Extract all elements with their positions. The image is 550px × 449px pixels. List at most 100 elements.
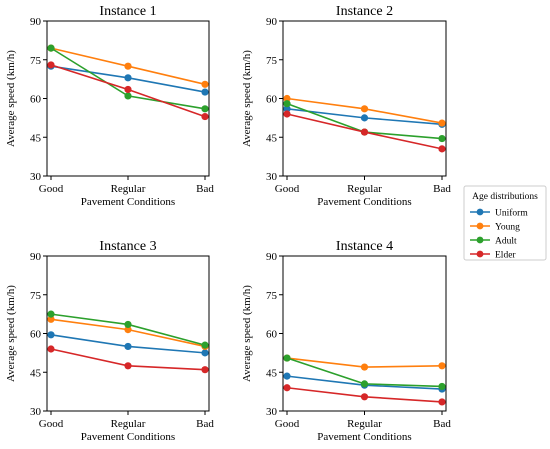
legend: Age distributions Uniform Young Adult Elder [463, 185, 547, 261]
data-point-adult [47, 44, 55, 52]
x-tick-label: Bad [196, 418, 214, 430]
legend-entry-adult: Adult [470, 237, 517, 247]
y-tick-label: 75 [266, 55, 278, 67]
chart-panel-2: Instance 2 30 45 60 75 90 Good Regular Bad Paveme… [241, 4, 451, 208]
y-axis-label: Average speed (km/h) [5, 285, 17, 382]
legend-title: Age distributions [472, 192, 538, 202]
y-tick-label: 90 [266, 16, 278, 28]
y-tick-label: 45 [266, 132, 278, 144]
data-point-elder [47, 61, 55, 69]
data-point-young [438, 119, 446, 127]
x-tick-label: Good [275, 183, 300, 195]
legend-box [463, 185, 547, 261]
legend-entry-uniform: Uniform [470, 208, 528, 219]
data-point-young [360, 105, 369, 113]
y-tick-label: 60 [266, 94, 278, 106]
x-axis-label: Pavement Conditions [81, 196, 175, 208]
chart-panel-3: Instance 3 30 45 60 75 90 Good Regular Bad Paveme… [5, 239, 214, 443]
legend-entry-elder: Elder [470, 251, 516, 261]
x-tick-label: Bad [196, 183, 214, 195]
y-tick-label: 45 [30, 367, 42, 379]
x-axis-label: Pavement Conditions [81, 431, 175, 443]
data-point-adult [438, 382, 446, 391]
data-point-uniform [283, 372, 291, 380]
x-tick-label: Good [39, 418, 64, 430]
data-point-adult [360, 380, 369, 388]
data-point-elder [124, 362, 132, 370]
data-point-young [201, 80, 209, 88]
legend-label: Elder [495, 251, 516, 261]
data-point-uniform [201, 88, 209, 96]
data-point-adult [201, 105, 209, 113]
data-point-elder [283, 384, 291, 392]
chart-title: Instance 1 [99, 4, 156, 19]
y-tick-label: 60 [266, 329, 278, 341]
legend-marker [476, 250, 484, 258]
plot-frame [46, 255, 210, 412]
y-tick-label: 30 [266, 406, 278, 418]
data-point-elder [360, 128, 369, 136]
y-tick-label: 60 [30, 94, 42, 106]
x-tick-label: Good [275, 418, 300, 430]
x-tick-label: Regular [111, 183, 146, 195]
data-point-elder [438, 398, 446, 406]
data-point-adult [201, 341, 209, 349]
plot-frame [282, 20, 447, 177]
y-axis-label: Average speed (km/h) [241, 285, 253, 382]
data-point-young [47, 315, 55, 323]
legend-entry-young: Young [470, 223, 520, 233]
y-tick-label: 30 [266, 171, 278, 183]
data-point-young [124, 326, 132, 334]
data-point-elder [360, 393, 369, 401]
data-point-adult [283, 100, 291, 108]
data-point-elder [47, 345, 55, 353]
legend-marker [476, 208, 484, 216]
y-tick-label: 30 [30, 171, 42, 183]
legend-items: Uniform Young Adult Elder [470, 208, 528, 261]
data-point-elder [201, 112, 209, 121]
legend-marker [476, 236, 484, 244]
y-tick-label: 30 [30, 406, 42, 418]
data-point-young [360, 363, 369, 371]
data-point-uniform [124, 342, 132, 351]
data-point-elder [201, 366, 209, 374]
chart-panel-4: Instance 4 30 45 60 75 90 Good Regular Bad Paveme… [241, 239, 451, 443]
data-point-young [283, 94, 291, 103]
data-point-uniform [47, 331, 55, 339]
x-tick-label: Regular [347, 418, 382, 430]
x-tick-label: Good [39, 183, 64, 195]
data-point-young [438, 362, 446, 370]
data-point-adult [47, 310, 55, 318]
data-point-uniform [124, 74, 132, 82]
x-tick-label: Regular [111, 418, 146, 430]
data-point-uniform [283, 105, 291, 113]
legend-label: Uniform [495, 208, 528, 219]
y-tick-label: 60 [30, 329, 42, 341]
y-tick-label: 75 [30, 55, 42, 67]
x-tick-label: Regular [347, 183, 382, 195]
y-tick-label: 90 [30, 251, 42, 263]
data-point-young [124, 62, 132, 70]
data-point-uniform [201, 349, 209, 357]
data-point-adult [283, 354, 291, 362]
chart-title: Instance 2 [336, 4, 393, 19]
chart-title: Instance 4 [336, 239, 393, 254]
data-point-adult [124, 92, 132, 100]
y-tick-label: 75 [266, 290, 278, 302]
x-tick-label: Bad [433, 418, 451, 430]
x-axis-label: Pavement Conditions [317, 196, 411, 208]
panels: Instance 1 30 45 60 75 90 Good Regular Bad Paveme… [5, 4, 451, 443]
chart-panel-1: Instance 1 30 45 60 75 90 Good Regular Bad Paveme… [5, 4, 214, 208]
data-point-elder [438, 145, 446, 153]
data-point-adult [438, 134, 446, 143]
y-tick-label: 90 [30, 16, 42, 28]
y-axis-label: Average speed (km/h) [241, 50, 253, 147]
data-point-elder [124, 85, 132, 94]
y-tick-label: 45 [266, 367, 278, 379]
data-point-uniform [360, 114, 369, 122]
legend-label: Young [495, 223, 520, 233]
y-tick-label: 75 [30, 290, 42, 302]
legend-marker [476, 222, 484, 230]
y-tick-label: 90 [266, 251, 278, 263]
